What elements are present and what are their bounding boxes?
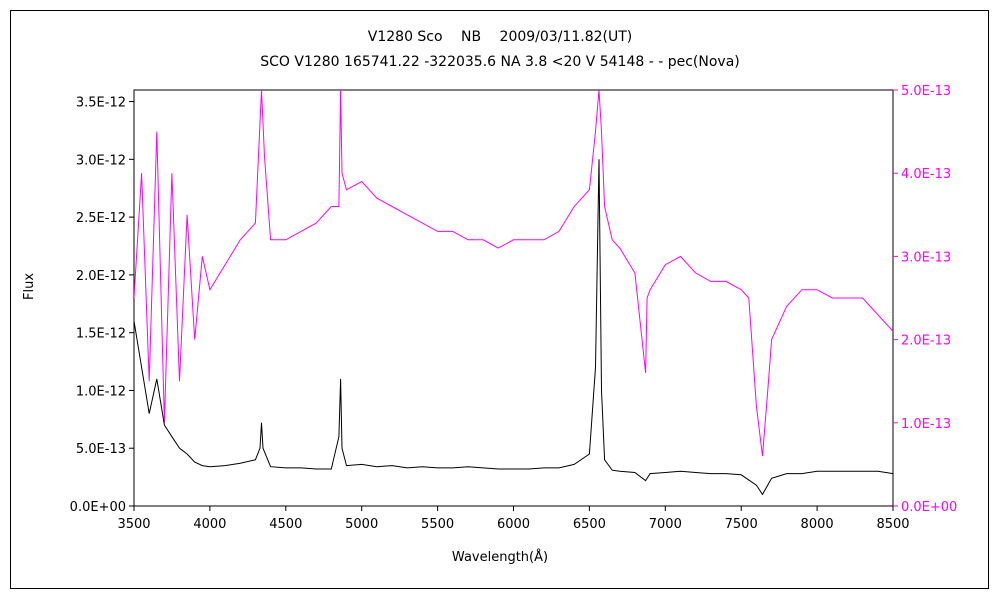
x-tick-label: 7500 bbox=[725, 517, 758, 532]
y-left-tick-label: 5.0E-13 bbox=[76, 442, 126, 457]
plot-area bbox=[133, 89, 894, 507]
chart-frame bbox=[10, 10, 989, 589]
x-tick-label: 4000 bbox=[193, 517, 226, 532]
x-tick-label: 8500 bbox=[876, 517, 909, 532]
x-tick-label: 7000 bbox=[649, 517, 682, 532]
y-left-tick-label: 0.0E+00 bbox=[70, 500, 126, 515]
y-right-tick-label: 1.0E-13 bbox=[901, 417, 951, 432]
y-left-tick-label: 1.5E-12 bbox=[76, 327, 126, 342]
chart-title: V1280 Sco NB 2009/03/11.82(UT) bbox=[367, 29, 633, 45]
y-left-tick-label: 2.0E-12 bbox=[76, 269, 126, 284]
y-right-tick-label: 4.0E-13 bbox=[901, 167, 951, 182]
y-right-tick-label: 2.0E-13 bbox=[901, 334, 951, 349]
x-axis-label: Wavelength(Å) bbox=[451, 550, 549, 565]
y-left-tick-label: 3.0E-12 bbox=[76, 153, 126, 168]
y-left-tick-label: 2.5E-12 bbox=[76, 211, 126, 226]
x-tick-label: 4500 bbox=[269, 517, 302, 532]
x-tick-label: 6500 bbox=[573, 517, 606, 532]
y-left-tick-label: 1.0E-12 bbox=[76, 384, 126, 399]
x-tick-label: 5000 bbox=[345, 517, 378, 532]
chart-subtitle: SCO V1280 165741.22 -322035.6 NA 3.8 <20… bbox=[260, 54, 740, 70]
y-right-tick-label: 0.0E+00 bbox=[901, 500, 957, 515]
x-tick-label: 8000 bbox=[801, 517, 834, 532]
x-tick-label: 6000 bbox=[497, 517, 530, 532]
series-line-right bbox=[134, 90, 893, 457]
y-left-tick-label: 3.5E-12 bbox=[76, 96, 126, 111]
y-right-tick-label: 5.0E-13 bbox=[901, 84, 951, 99]
y-right-tick-label: 3.0E-13 bbox=[901, 250, 951, 265]
x-tick-label: 3500 bbox=[117, 517, 150, 532]
series-line-left bbox=[134, 159, 893, 496]
x-tick-label: 5500 bbox=[421, 517, 454, 532]
